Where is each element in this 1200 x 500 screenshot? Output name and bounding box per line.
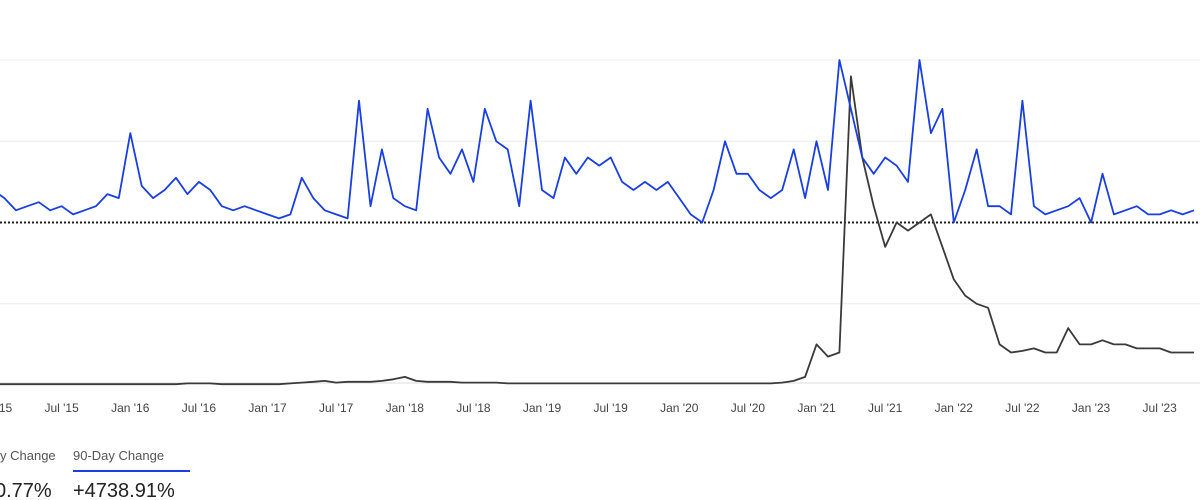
x-tick-label: Jan '16 bbox=[111, 401, 150, 415]
stat-value: 0.77% bbox=[0, 480, 52, 500]
x-tick-label: Jan '15 bbox=[0, 401, 12, 415]
x-tick-label: Jan '19 bbox=[523, 401, 562, 415]
series-line bbox=[0, 59, 1195, 224]
x-tick-label: Jul '23 bbox=[1143, 401, 1178, 415]
x-tick-label: Jul '21 bbox=[868, 401, 903, 415]
stat-value: +4738.91% bbox=[73, 480, 175, 500]
x-tick-label: Jan '20 bbox=[660, 401, 699, 415]
x-tick-label: Jul '18 bbox=[456, 401, 491, 415]
x-tick-label: Jul '15 bbox=[44, 401, 79, 415]
x-tick-label: Jul '17 bbox=[319, 401, 354, 415]
x-tick-label: Jan '21 bbox=[797, 401, 836, 415]
x-tick-label: Jan '22 bbox=[935, 401, 974, 415]
x-tick-label: Jan '17 bbox=[248, 401, 287, 415]
x-tick-label: Jul '16 bbox=[182, 401, 217, 415]
series-line bbox=[0, 75, 1194, 386]
x-tick-label: Jul '22 bbox=[1005, 401, 1040, 415]
stat-label[interactable]: y Change bbox=[0, 448, 56, 463]
x-tick-label: Jul '19 bbox=[594, 401, 629, 415]
x-tick-label: Jul '20 bbox=[731, 401, 766, 415]
stat-label[interactable]: 90-Day Change bbox=[73, 448, 164, 463]
x-tick-label: Jan '23 bbox=[1072, 401, 1111, 415]
x-tick-label: Jan '18 bbox=[386, 401, 425, 415]
